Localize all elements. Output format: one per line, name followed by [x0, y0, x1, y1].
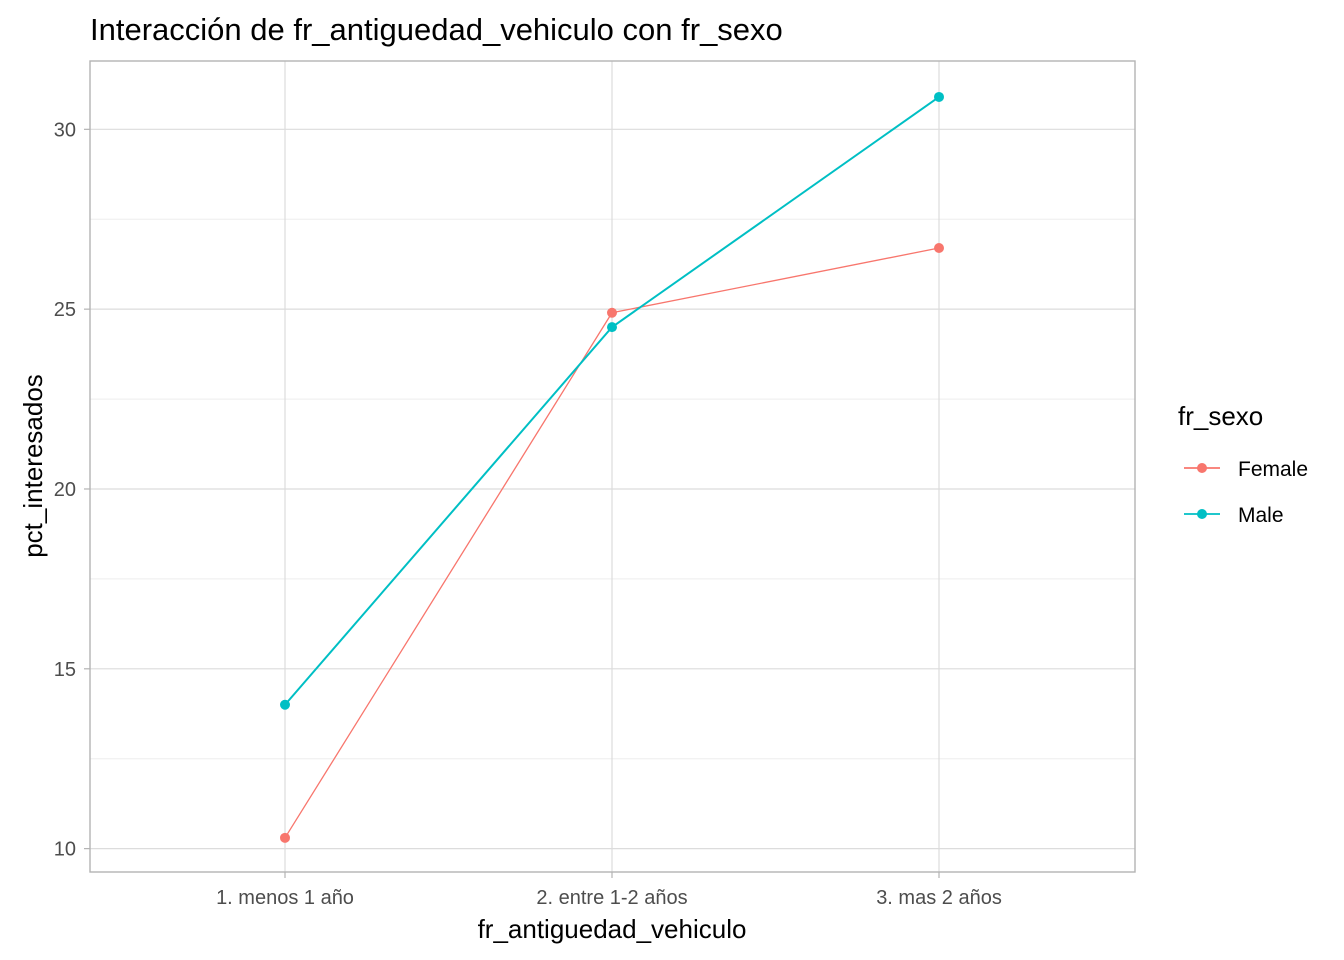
chart-title: Interacción de fr_antiguedad_vehiculo co… — [90, 12, 783, 47]
legend-title: fr_sexo — [1178, 401, 1263, 431]
x-tick-label: 1. menos 1 año — [216, 887, 354, 909]
y-tick-label: 10 — [54, 839, 76, 861]
x-tick-label: 3. mas 2 años — [876, 887, 1002, 909]
data-point-female — [934, 243, 944, 254]
y-tick-label: 30 — [54, 119, 76, 141]
series-layer — [280, 91, 944, 843]
legend-item-female: Female — [1184, 458, 1308, 481]
y-tick-label: 25 — [54, 299, 76, 321]
legend-label: Female — [1238, 458, 1308, 481]
y-tick-label: 20 — [54, 479, 76, 501]
legend-key-point — [1197, 463, 1207, 473]
data-point-female — [607, 307, 617, 318]
data-point-female — [280, 832, 290, 843]
legend-item-male: Male — [1184, 504, 1284, 527]
grid-lines — [90, 61, 1135, 872]
series-female — [280, 243, 944, 843]
y-tick-label: 15 — [54, 659, 76, 681]
series-male — [280, 91, 944, 710]
data-point-male — [934, 91, 944, 102]
y-axis-ticks: 10 15 20 25 30 — [54, 119, 90, 861]
data-point-male — [280, 699, 290, 710]
legend-key-point — [1197, 509, 1207, 519]
x-axis-ticks: 1. menos 1 año 2. entre 1-2 años 3. mas 2 … — [216, 872, 1002, 909]
legend: fr_sexo Female Male — [1178, 401, 1308, 527]
x-axis-title: fr_antiguedad_vehiculo — [478, 914, 747, 944]
legend-label: Male — [1238, 504, 1284, 527]
y-axis-title: pct_interesados — [18, 374, 48, 558]
x-tick-label: 2. entre 1-2 años — [536, 887, 687, 909]
data-point-male — [607, 322, 617, 333]
